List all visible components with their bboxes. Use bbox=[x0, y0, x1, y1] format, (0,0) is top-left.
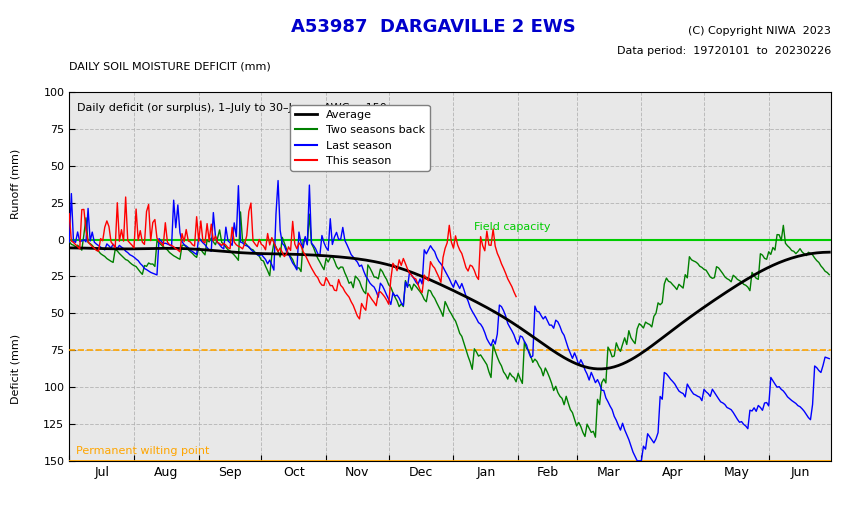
Text: A53987  DARGAVILLE 2 EWS: A53987 DARGAVILLE 2 EWS bbox=[291, 18, 575, 36]
Text: (C) Copyright NIWA  2023: (C) Copyright NIWA 2023 bbox=[688, 26, 831, 36]
Text: DAILY SOIL MOISTURE DEFICIT (mm): DAILY SOIL MOISTURE DEFICIT (mm) bbox=[69, 61, 271, 72]
Legend: Average, Two seasons back, Last season, This season: Average, Two seasons back, Last season, … bbox=[290, 105, 430, 170]
Text: Field capacity: Field capacity bbox=[475, 222, 551, 232]
Text: Permanent wilting point: Permanent wilting point bbox=[75, 446, 209, 456]
Text: Data period:  19720101  to  20230226: Data period: 19720101 to 20230226 bbox=[617, 46, 831, 56]
Text: Deficit (mm): Deficit (mm) bbox=[11, 334, 21, 403]
Text: Daily deficit (or surplus), 1–July to 30–June.  AWC = 150mm: Daily deficit (or surplus), 1–July to 30… bbox=[77, 103, 409, 113]
Text: Runoff (mm): Runoff (mm) bbox=[11, 149, 21, 220]
